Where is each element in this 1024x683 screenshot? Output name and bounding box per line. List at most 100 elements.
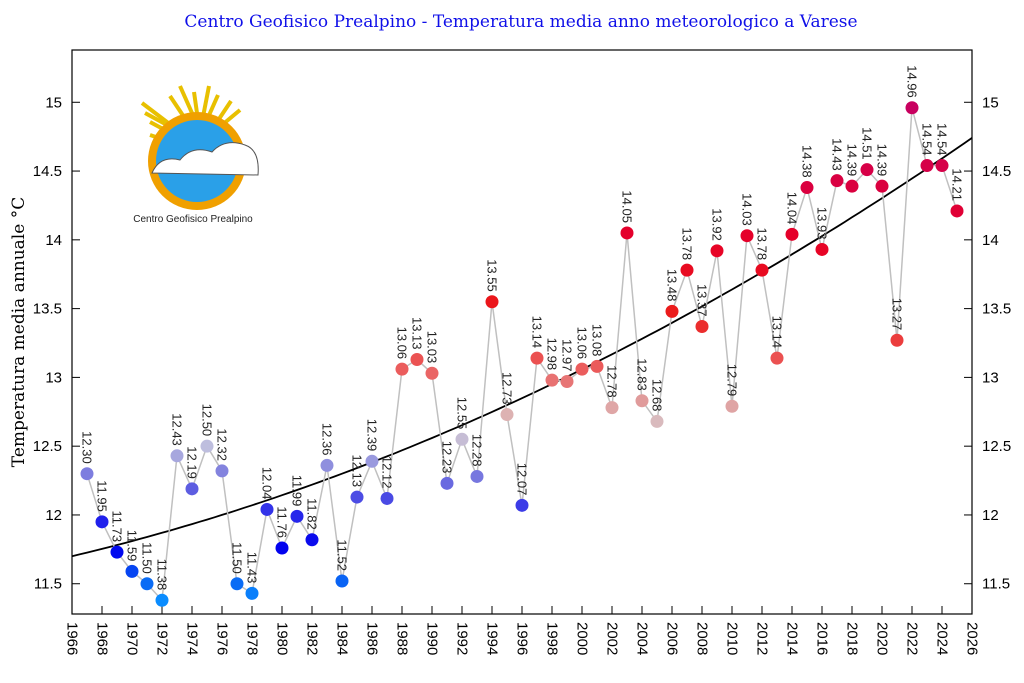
data-label: 11.73 (110, 511, 125, 543)
data-label: 14.05 (620, 190, 635, 223)
data-point (935, 159, 949, 173)
x-tick-label: 2008 (694, 622, 711, 655)
data-label: 11.82 (305, 498, 320, 530)
data-point (695, 319, 709, 333)
data-point (290, 509, 304, 523)
data-label: 14.54 (920, 123, 935, 156)
y-tick-label-right: 12 (982, 507, 999, 524)
data-label: 14.51 (860, 127, 875, 160)
data-point (155, 593, 169, 607)
data-point (170, 449, 184, 463)
data-label: 12.43 (170, 413, 185, 446)
data-label: 14.38 (800, 145, 815, 178)
data-label: 12.68 (650, 379, 665, 412)
data-label: 12.79 (725, 364, 740, 397)
x-tick-label: 1966 (64, 622, 81, 655)
data-label: 14.03 (740, 193, 755, 226)
data-label: 11.52 (335, 539, 350, 571)
y-axis-label: Temperatura media annuale °C (9, 197, 29, 467)
data-label: 11.76 (275, 506, 290, 538)
data-label: 14.96 (905, 65, 920, 98)
data-point (470, 469, 484, 483)
x-tick-label: 1994 (484, 622, 501, 655)
x-tick-label: 2024 (934, 622, 951, 655)
data-point (125, 564, 139, 578)
data-label: 11.95 (95, 480, 110, 512)
x-tick-label: 2018 (844, 622, 861, 655)
data-point (455, 432, 469, 446)
data-label: 12.23 (440, 441, 455, 474)
data-label: 12.73 (500, 372, 515, 405)
logo: Centro Geofisico Prealpino (133, 85, 259, 225)
data-point (800, 181, 814, 195)
data-point (305, 533, 319, 547)
data-point (830, 174, 844, 188)
data-point (485, 295, 499, 309)
y-tick-label: 13 (45, 369, 62, 386)
data-label: 13.92 (710, 208, 725, 241)
data-point (440, 476, 454, 490)
data-label: 13.93 (815, 207, 830, 240)
data-label: 12.50 (200, 404, 215, 437)
data-point (320, 458, 334, 472)
data-label: 14.39 (845, 144, 860, 177)
data-point (845, 179, 859, 193)
chart-title: Centro Geofisico Prealpino - Temperatura… (184, 12, 858, 32)
y-tick-label-right: 15 (982, 94, 999, 111)
data-point (875, 179, 889, 193)
data-point (635, 394, 649, 408)
data-label: 14.54 (935, 123, 950, 156)
data-label: 11.38 (155, 559, 170, 591)
data-point (860, 163, 874, 177)
x-tick-label: 1972 (154, 622, 171, 655)
data-point (590, 359, 604, 373)
x-tick-label: 2012 (754, 622, 771, 655)
data-label: 11.50 (140, 542, 155, 574)
data-point (605, 401, 619, 415)
x-tick-label: 2004 (634, 622, 651, 655)
data-label: 12.19 (185, 446, 200, 479)
x-tick-label: 1980 (274, 622, 291, 655)
data-point (515, 498, 529, 512)
x-tick-label: 2000 (574, 622, 591, 655)
y-tick-label: 14.5 (33, 163, 62, 180)
data-point (365, 454, 379, 468)
data-point (710, 244, 724, 258)
data-point (140, 577, 154, 591)
data-point (725, 399, 739, 413)
data-label: 11.59 (125, 530, 140, 562)
data-point (395, 362, 409, 376)
data-point (380, 491, 394, 505)
data-point (275, 541, 289, 555)
data-point (245, 586, 259, 600)
data-point (185, 482, 199, 496)
data-point (680, 263, 694, 277)
y-tick-label: 12.5 (33, 438, 62, 455)
x-tick-label: 2006 (664, 622, 681, 655)
y-tick-label-right: 13 (982, 369, 999, 386)
y-tick-label: 12 (45, 507, 62, 524)
x-tick-label: 1998 (544, 622, 561, 655)
y-tick-label-right: 12.5 (982, 438, 1011, 455)
data-point (80, 467, 94, 481)
data-point (815, 242, 829, 256)
x-tick-label: 1990 (424, 622, 441, 655)
x-tick-label: 2022 (904, 622, 921, 655)
data-label: 14.04 (785, 192, 800, 225)
x-tick-label: 2002 (604, 622, 621, 655)
y-tick-label: 11.5 (34, 576, 62, 593)
data-point (650, 414, 664, 428)
data-point (425, 366, 439, 380)
data-label: 12.30 (80, 431, 95, 464)
data-label: 12.32 (215, 428, 230, 461)
data-point (230, 577, 244, 591)
data-point (740, 229, 754, 243)
data-label: 13.13 (410, 317, 425, 350)
x-tick-label: 2026 (964, 622, 981, 655)
x-tick-label: 2010 (724, 622, 741, 655)
data-point (335, 574, 349, 588)
data-label: 12.39 (365, 419, 380, 452)
data-label: 13.78 (680, 228, 695, 261)
data-label: 13.27 (890, 298, 905, 331)
